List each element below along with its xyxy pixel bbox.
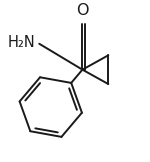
Text: H₂N: H₂N [7, 35, 35, 50]
Text: O: O [76, 3, 89, 18]
